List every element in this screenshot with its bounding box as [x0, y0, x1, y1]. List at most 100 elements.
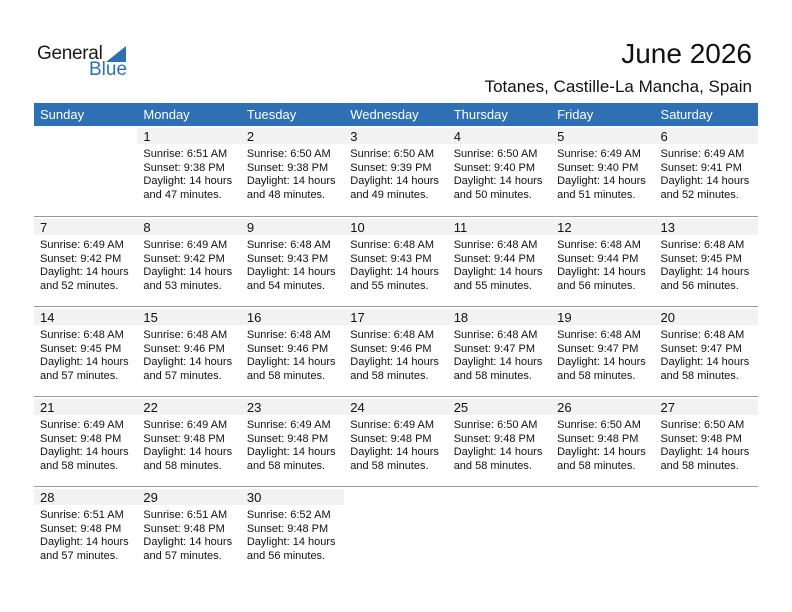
day-cell: 7 Sunrise: 6:49 AM Sunset: 9:42 PM Daylight… [34, 217, 138, 306]
day-info: Sunrise: 6:48 AM Sunset: 9:43 PM Daylight:… [344, 239, 447, 293]
minutes-text: and 50 minutes. [453, 188, 532, 201]
daylight-text: Daylight: 14 hours [660, 266, 750, 278]
sunrise-text: Sunrise: 6:50 AM [557, 419, 641, 431]
day-cell: 19 Sunrise: 6:48 AM Sunset: 9:47 PM Dayligh… [551, 307, 655, 396]
minutes-text: and 57 minutes. [143, 549, 222, 562]
sunset-text: Sunset: 9:38 PM [143, 161, 225, 174]
minutes-text: and 47 minutes. [143, 188, 222, 201]
day-number: 11 [447, 219, 552, 235]
daylight-text: Daylight: 14 hours [557, 175, 646, 187]
sunset-text: Sunset: 9:46 PM [246, 342, 329, 355]
day-number: 22 [137, 399, 241, 415]
day-number: 5 [551, 128, 655, 144]
day-number: 15 [137, 309, 241, 325]
day-info: Sunrise: 6:50 AM Sunset: 9:48 PM Daylight:… [655, 419, 758, 473]
sunrise-text: Sunrise: 6:48 AM [557, 329, 641, 341]
daylight-text: Daylight: 14 hours [350, 356, 439, 368]
day-info: Sunrise: 6:50 AM Sunset: 9:38 PM Daylight:… [241, 148, 344, 202]
sunset-text: Sunset: 9:47 PM [453, 342, 536, 355]
daylight-text: Daylight: 14 hours [246, 266, 336, 278]
minutes-text: and 56 minutes. [557, 279, 636, 292]
day-number: 3 [344, 128, 448, 144]
day-number: 30 [240, 489, 345, 505]
daylight-text: Daylight: 14 hours [40, 446, 129, 458]
location-subtitle: Totanes, Castille-La Mancha, Spain [484, 77, 752, 96]
logo-triangle-icon [106, 46, 126, 62]
sunset-text: Sunset: 9:41 PM [660, 161, 742, 174]
day-info: Sunrise: 6:51 AM Sunset: 9:48 PM Daylight:… [137, 509, 240, 563]
day-cell: 29 Sunrise: 6:51 AM Sunset: 9:48 PM Dayligh… [137, 487, 241, 576]
daylight-text: Daylight: 14 hours [453, 266, 543, 278]
day-cell: 24 Sunrise: 6:49 AM Sunset: 9:48 PM Dayligh… [344, 397, 448, 486]
day-number: 23 [240, 399, 345, 415]
sunrise-text: Sunrise: 6:48 AM [660, 329, 745, 341]
weekday-sunday: Sunday [40, 107, 85, 122]
sunrise-text: Sunrise: 6:49 AM [660, 148, 745, 160]
minutes-text: and 58 minutes. [143, 459, 222, 472]
daylight-text: Daylight: 14 hours [660, 175, 750, 187]
day-info: Sunrise: 6:48 AM Sunset: 9:47 PM Daylight:… [655, 329, 758, 383]
sunset-text: Sunset: 9:48 PM [453, 432, 536, 445]
day-number: 6 [654, 128, 758, 144]
weekday-friday: Friday [557, 107, 594, 122]
sunrise-text: Sunrise: 6:51 AM [143, 509, 228, 521]
daylight-text: Daylight: 14 hours [453, 446, 543, 458]
sunset-text: Sunset: 9:43 PM [246, 252, 329, 265]
minutes-text: and 58 minutes. [246, 459, 326, 472]
sunset-text: Sunset: 9:43 PM [350, 252, 432, 265]
day-info: Sunrise: 6:48 AM Sunset: 9:47 PM Daylight:… [448, 329, 551, 383]
sunset-text: Sunset: 9:44 PM [453, 252, 536, 265]
day-number: 25 [447, 399, 552, 415]
sunset-text: Sunset: 9:46 PM [143, 342, 225, 355]
minutes-text: and 58 minutes. [350, 459, 429, 472]
day-info: Sunrise: 6:50 AM Sunset: 9:40 PM Daylight:… [448, 148, 551, 202]
day-cell: 30 Sunrise: 6:52 AM Sunset: 9:48 PM Dayligh… [240, 487, 345, 576]
day-number: 12 [551, 219, 655, 235]
day-number: 17 [344, 309, 448, 325]
day-cell: 22 Sunrise: 6:49 AM Sunset: 9:48 PM Dayligh… [137, 397, 241, 486]
sunrise-text: Sunrise: 6:49 AM [143, 239, 228, 251]
day-number: 26 [551, 399, 655, 415]
day-info: Sunrise: 6:48 AM Sunset: 9:43 PM Daylight:… [241, 239, 344, 293]
day-info: Sunrise: 6:50 AM Sunset: 9:39 PM Daylight:… [344, 148, 447, 202]
logo-text-general: General [37, 43, 103, 64]
sunrise-text: Sunrise: 6:49 AM [350, 419, 435, 431]
minutes-text: and 58 minutes. [660, 459, 739, 472]
minutes-text: and 49 minutes. [350, 188, 429, 201]
sunrise-text: Sunrise: 6:49 AM [40, 239, 124, 251]
day-info: Sunrise: 6:52 AM Sunset: 9:48 PM Daylight:… [241, 509, 344, 563]
day-number: 16 [240, 309, 345, 325]
day-number: 14 [34, 309, 138, 325]
day-info: Sunrise: 6:49 AM Sunset: 9:42 PM Daylight:… [137, 239, 240, 293]
logo-text-blue: Blue [89, 59, 128, 80]
day-number: 21 [34, 399, 138, 415]
day-cell: 1 Sunrise: 6:51 AM Sunset: 9:38 PM Daylight… [137, 126, 241, 216]
daylight-text: Daylight: 14 hours [660, 356, 750, 368]
day-info: Sunrise: 6:49 AM Sunset: 9:48 PM Daylight:… [137, 419, 240, 473]
logo: General Blue [37, 43, 137, 83]
sunset-text: Sunset: 9:45 PM [660, 252, 742, 265]
minutes-text: and 57 minutes. [40, 369, 119, 382]
empty-cell [34, 126, 137, 216]
sunrise-text: Sunrise: 6:48 AM [350, 329, 435, 341]
minutes-text: and 52 minutes. [660, 188, 739, 201]
sunrise-text: Sunrise: 6:50 AM [350, 148, 435, 160]
day-number: 9 [240, 219, 345, 235]
empty-cell [655, 487, 758, 576]
calendar-grid: Sunday Monday Tuesday Wednesday Thursday Frid… [34, 103, 758, 576]
daylight-text: Daylight: 14 hours [350, 446, 439, 458]
daylight-text: Daylight: 14 hours [453, 175, 543, 187]
sunset-text: Sunset: 9:48 PM [246, 432, 329, 445]
sunset-text: Sunset: 9:48 PM [40, 432, 122, 445]
day-cell: 14 Sunrise: 6:48 AM Sunset: 9:45 PM Dayligh… [34, 307, 138, 396]
minutes-text: and 55 minutes. [453, 279, 532, 292]
sunrise-text: Sunrise: 6:48 AM [453, 239, 538, 251]
minutes-text: and 56 minutes. [660, 279, 739, 292]
minutes-text: and 55 minutes. [350, 279, 429, 292]
minutes-text: and 58 minutes. [40, 459, 119, 472]
day-info: Sunrise: 6:48 AM Sunset: 9:44 PM Daylight:… [448, 239, 551, 293]
minutes-text: and 54 minutes. [246, 279, 326, 292]
day-info: Sunrise: 6:48 AM Sunset: 9:46 PM Daylight:… [344, 329, 447, 383]
daylight-text: Daylight: 14 hours [40, 356, 129, 368]
day-info: Sunrise: 6:51 AM Sunset: 9:38 PM Daylight:… [137, 148, 240, 202]
